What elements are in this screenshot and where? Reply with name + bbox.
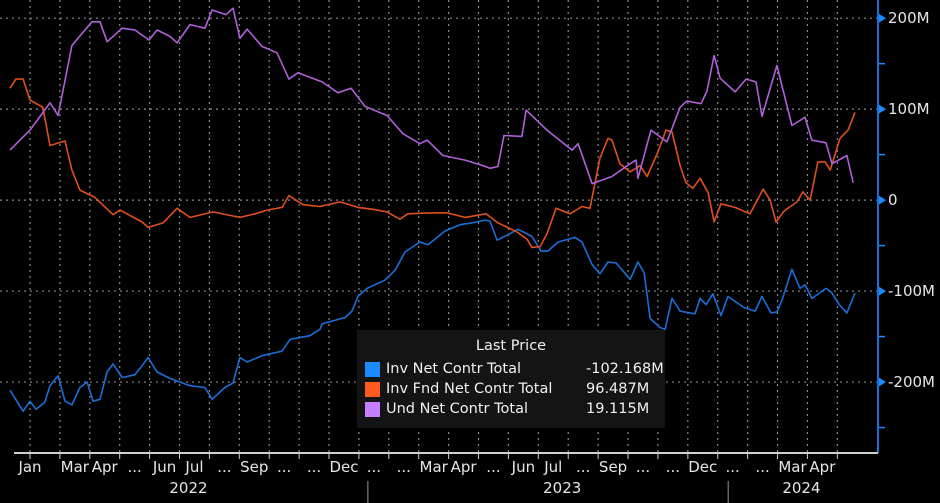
x-tick-label: ... [666,458,680,476]
x-tick-label: Sep [240,458,268,476]
legend-swatch [365,381,380,397]
legend-item-inv-fnd-net-contr: Inv Fnd Net Contr Total 96.487M [365,379,649,399]
x-tick-label: Mar [61,458,90,476]
legend-value: 19.115M [586,401,650,417]
legend-label: Inv Net Contr Total [386,361,522,377]
x-tick-label: Mar [778,458,807,476]
y-tick-marker-icon [878,377,886,388]
x-year-label: 2024 [782,479,820,497]
x-tick-label: ... [576,458,590,476]
x-tick-label: Jun [511,458,535,476]
x-tick-label: ... [367,458,381,476]
y-tick-label: -100M [888,282,935,300]
legend-value: 96.487M [586,381,650,397]
y-tick-label: 200M [888,9,930,27]
legend-item-inv-net-contr: Inv Net Contr Total -102.168M [365,359,664,379]
x-tick-label: Apr [809,458,836,476]
legend-title: Last Price [475,338,547,354]
series-lines [9,7,856,413]
x-tick-label: Jun [152,458,176,476]
y-tick-label: 0 [888,191,898,209]
x-tick-label: ... [636,458,650,476]
x-year-label: 2022 [169,479,207,497]
y-tick-marker-icon [878,13,886,24]
x-tick-label: ... [755,458,769,476]
legend-label: Inv Fnd Net Contr Total [386,381,553,397]
x-tick-label: Dec [688,458,717,476]
x-tick-label: ... [277,458,291,476]
series-line-inv-net-contr-total [9,219,856,413]
legend-swatch [365,361,380,377]
x-tick-label: ... [217,458,231,476]
x-tick-label: Jul [184,458,203,476]
x-tick-label: ... [726,458,740,476]
x-tick-label: Jul [543,458,562,476]
x-tick-label: Dec [329,458,358,476]
legend-item-und-net-contr: Und Net Contr Total 19.115M [365,399,649,419]
y-tick-label: 100M [888,100,930,118]
legend: Last Price Inv Net Contr Total -102.168M… [357,330,665,428]
y-tick-marker-icon [878,195,886,206]
y-tick-marker-icon [878,104,886,115]
legend-swatch [365,401,380,417]
legend-value: -102.168M [586,361,664,377]
series-line-und-net-contr-total [9,7,854,185]
x-tick-label: Mar [420,458,449,476]
y-tick-marker-icon [878,286,886,297]
series-line-inv-fnd-net-contr-total [9,78,856,249]
x-tick-label: ... [397,458,411,476]
x-tick-label: Sep [599,458,627,476]
x-year-label: 2023 [543,479,581,497]
legend-label: Und Net Contr Total [386,401,528,417]
y-tick-label: -200M [888,373,935,391]
x-tick-label: ... [307,458,321,476]
x-tick-label: Apr [92,458,119,476]
x-tick-label: Jan [17,458,41,476]
x-tick-label: ... [127,458,141,476]
x-tick-label: ... [486,458,500,476]
x-tick-label: Apr [451,458,478,476]
